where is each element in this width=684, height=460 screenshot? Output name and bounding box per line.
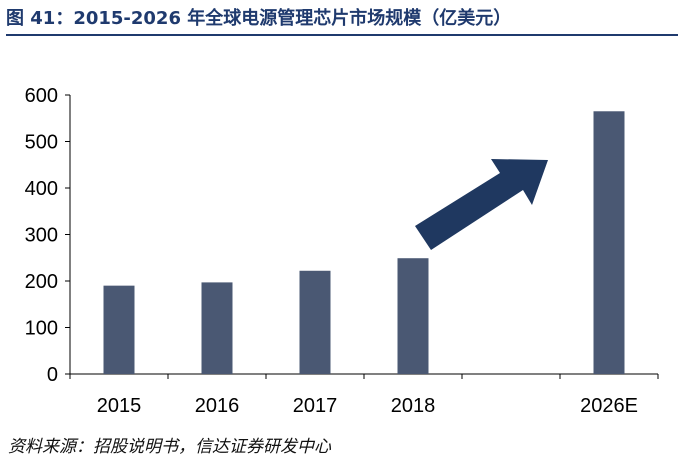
trend-arrow-icon bbox=[415, 159, 548, 250]
x-tick-label: 2026E bbox=[580, 395, 638, 417]
bar-2026E bbox=[593, 111, 625, 375]
bar-2017 bbox=[299, 270, 331, 374]
x-tick-label: 2016 bbox=[195, 395, 240, 417]
source-note: 资料来源：招股说明书，信达证券研发中心 bbox=[8, 437, 331, 457]
figure-title: 图 41：2015-2026 年全球电源管理芯片市场规模（亿美元） bbox=[6, 8, 512, 29]
title-divider bbox=[6, 34, 678, 36]
x-tick-label: 2017 bbox=[293, 395, 338, 417]
y-tick-label: 600 bbox=[25, 85, 58, 107]
y-tick-label: 500 bbox=[25, 132, 58, 154]
y-tick-label: 300 bbox=[25, 225, 58, 247]
x-tick-labels: 2015 2016 2017 2018 2026E bbox=[97, 395, 638, 417]
y-axis: 0 100 200 300 400 500 600 bbox=[25, 85, 71, 386]
bar-chart: 0 100 200 300 400 500 600 2015 2016 2017 2018 2026… bbox=[25, 85, 659, 417]
bar-2015 bbox=[103, 285, 135, 374]
bars bbox=[103, 111, 625, 375]
x-axis bbox=[69, 373, 659, 379]
x-tick-label: 2015 bbox=[97, 395, 142, 417]
bar-2018 bbox=[397, 258, 429, 374]
y-tick-label: 100 bbox=[25, 318, 58, 340]
y-tick-label: 400 bbox=[25, 178, 58, 200]
y-tick-label: 200 bbox=[25, 271, 58, 293]
x-tick-label: 2018 bbox=[391, 395, 436, 417]
bar-2016 bbox=[201, 282, 233, 374]
y-tick-label: 0 bbox=[47, 364, 58, 386]
